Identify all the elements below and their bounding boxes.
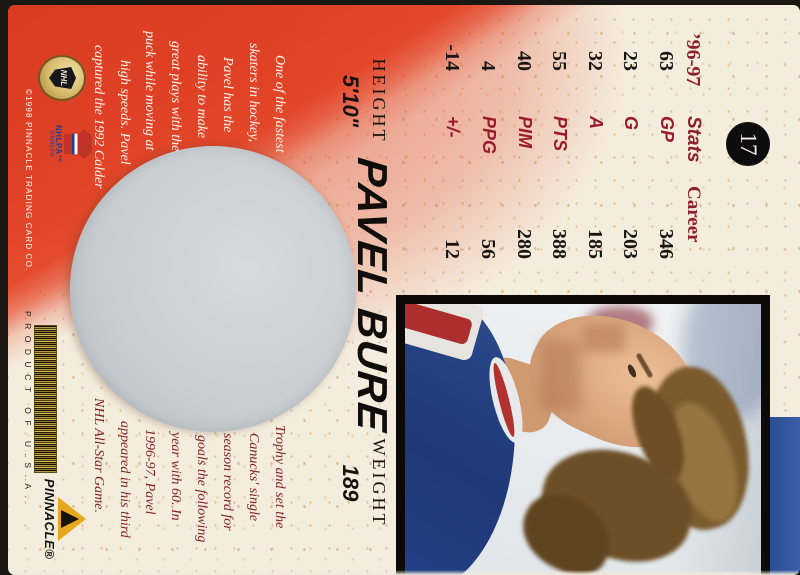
bio-line: 1996-97, Pavel xyxy=(142,429,158,515)
stat-label: PIM xyxy=(514,116,535,149)
stat-career-value: 346 xyxy=(655,229,677,259)
nhl-logo: NHL xyxy=(38,55,86,101)
card-number: 17 xyxy=(736,132,761,156)
stat-career-value: 12 xyxy=(441,239,464,259)
stat-season-value: 63 xyxy=(655,51,677,71)
stat-career-value: 203 xyxy=(619,229,642,259)
player-photo-frame xyxy=(396,295,770,575)
bio-line: goals the following xyxy=(194,435,210,543)
bio-line: NHL All-Star Game. xyxy=(90,398,106,513)
stat-season-value: 55 xyxy=(548,51,571,71)
height-value: 5'10" xyxy=(338,74,363,128)
stat-season-value: 23 xyxy=(619,51,642,71)
product-of-usa-text: PRODUCT OF U.S.A. xyxy=(23,311,33,505)
color-barcode-strip xyxy=(34,325,57,473)
weight-value: 189 xyxy=(338,464,363,502)
stats-header: Stats xyxy=(683,116,704,163)
stat-career-value: 185 xyxy=(583,229,606,259)
bio-line: season record for xyxy=(220,433,236,531)
bio-line: skaters in hockey, xyxy=(246,43,262,143)
pinnacle-triangle-icon xyxy=(58,497,86,541)
bio-line: puck while moving at xyxy=(142,31,158,151)
face-shading xyxy=(583,324,625,352)
nhlpa-logo: NHLPA™ ©NHLPA xyxy=(48,117,92,171)
jaw-shading xyxy=(541,340,581,410)
bio-line: captured the 1992 Calder xyxy=(90,45,106,189)
nhlpa-logo-text: NHLPA™ xyxy=(54,125,63,163)
bio-line: Canucks' single xyxy=(246,433,262,522)
stat-label: A xyxy=(585,116,606,129)
bio-line: ability to make xyxy=(194,55,210,139)
pinnacle-wordmark: PINNACLE® xyxy=(42,478,57,560)
pinnacle-logo: PINNACLE® xyxy=(42,473,86,565)
bio-line: high speeds. Pavel xyxy=(116,60,132,165)
nhlpa-jersey-icon xyxy=(64,129,92,159)
nhl-logo-text: NHL xyxy=(59,69,68,87)
bio-line: Pavel has the xyxy=(220,57,236,133)
stat-label: G xyxy=(621,116,642,131)
stat-career-value: 388 xyxy=(548,229,571,259)
trading-card-back: ’96-97 Stats Career 63 GP 346 23 G 203 32 A 185 5… xyxy=(8,5,800,575)
stat-career-value: 280 xyxy=(512,229,535,259)
player-name: PAVEL BURE xyxy=(349,155,396,435)
stats-career-header: Career xyxy=(683,186,704,243)
stat-season-value: 40 xyxy=(512,51,535,71)
weight-label: WEIGHT xyxy=(369,438,389,528)
stat-label: PTS xyxy=(550,116,571,152)
stat-career-value: 56 xyxy=(477,239,499,259)
stat-season-value: 32 xyxy=(583,51,606,71)
height-label: HEIGHT xyxy=(369,58,389,144)
stat-label: GP xyxy=(657,116,677,143)
bio-line: One of the fastest xyxy=(272,55,287,153)
stat-season-value: 4 xyxy=(477,61,499,71)
bio-line: appeared in his third xyxy=(116,421,132,538)
stat-label: +/- xyxy=(443,116,464,138)
stats-season-header: ’96-97 xyxy=(682,33,704,87)
copyright-line: ©1998 PINNACLE TRADING CARD CO. xyxy=(24,89,33,272)
bio-line: year with 60. In xyxy=(168,432,184,521)
puck-die-cut-circle xyxy=(70,146,356,432)
stat-season-value: -14 xyxy=(441,44,464,71)
card-number-badge: 17 xyxy=(726,122,770,166)
stat-label: PPG xyxy=(479,116,499,155)
bio-line: Trophy and set the xyxy=(272,425,287,529)
bio-line: great plays with the xyxy=(168,41,184,152)
player-photo xyxy=(405,304,761,575)
